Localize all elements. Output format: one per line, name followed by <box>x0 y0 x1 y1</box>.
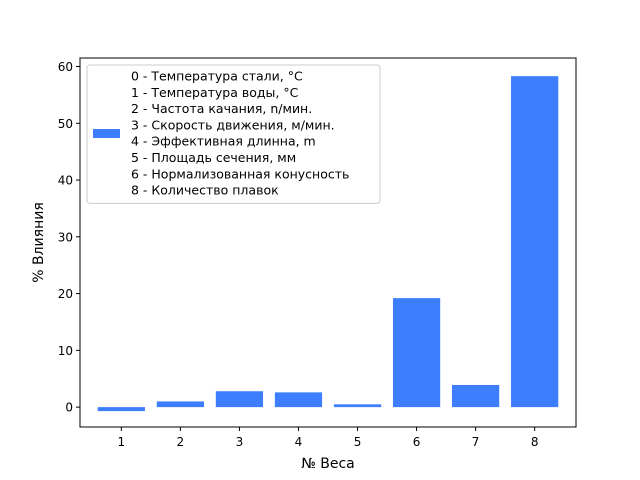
bar-5 <box>333 404 382 408</box>
x-tick-label: 8 <box>531 435 539 449</box>
bar-7 <box>452 384 500 408</box>
x-tick-label: 3 <box>236 435 244 449</box>
y-axis-ticks: 0 10 20 30 40 50 60 <box>58 60 80 415</box>
x-tick-label: 7 <box>472 435 480 449</box>
plot-frame <box>79 57 577 428</box>
legend-entry: 8 - Количество плавок <box>131 183 279 198</box>
bar-3 <box>215 391 264 408</box>
bar-2 <box>156 401 204 408</box>
y-tick-label: 10 <box>58 344 73 358</box>
x-tick-label: 2 <box>177 435 185 449</box>
x-tick-label: 1 <box>118 435 126 449</box>
bars-group <box>97 76 559 412</box>
legend-entry: 3 - Скорость движения, м/мин. <box>131 117 335 132</box>
y-tick-label: 60 <box>58 60 73 74</box>
y-tick-label: 50 <box>58 117 73 131</box>
y-tick-label: 20 <box>58 287 73 301</box>
x-axis-label: № Веса <box>301 456 355 472</box>
legend-swatch <box>93 129 120 138</box>
x-tick-label: 4 <box>295 435 303 449</box>
bar-8 <box>511 76 559 408</box>
legend-entry: 2 - Частота качания, n/мин. <box>131 101 312 116</box>
y-tick-label: 40 <box>58 174 73 188</box>
legend-entry: 0 - Температура стали, °C <box>131 69 303 84</box>
legend-entry: 5 - Площадь сечения, мм <box>131 150 296 165</box>
legend-entry: 1 - Температура воды, °C <box>131 85 299 100</box>
bar-4 <box>274 392 323 408</box>
legend-entry: 4 - Эффективная длинна, m <box>131 134 316 149</box>
y-axis-label: % Влияния <box>31 202 47 283</box>
x-tick-label: 6 <box>413 435 421 449</box>
y-tick-label: 30 <box>58 230 73 244</box>
legend-entry: 6 - Нормализованная конусность <box>131 166 349 181</box>
legend: 0 - Температура стали, °C1 - Температура… <box>86 64 381 204</box>
legend-box <box>86 64 381 204</box>
bar-6 <box>392 298 441 408</box>
x-tick-label: 5 <box>354 435 362 449</box>
y-tick-label: 0 <box>65 401 73 415</box>
x-axis-ticks: 1 2 3 4 5 6 7 8 <box>118 427 539 449</box>
bar-1 <box>97 407 145 412</box>
